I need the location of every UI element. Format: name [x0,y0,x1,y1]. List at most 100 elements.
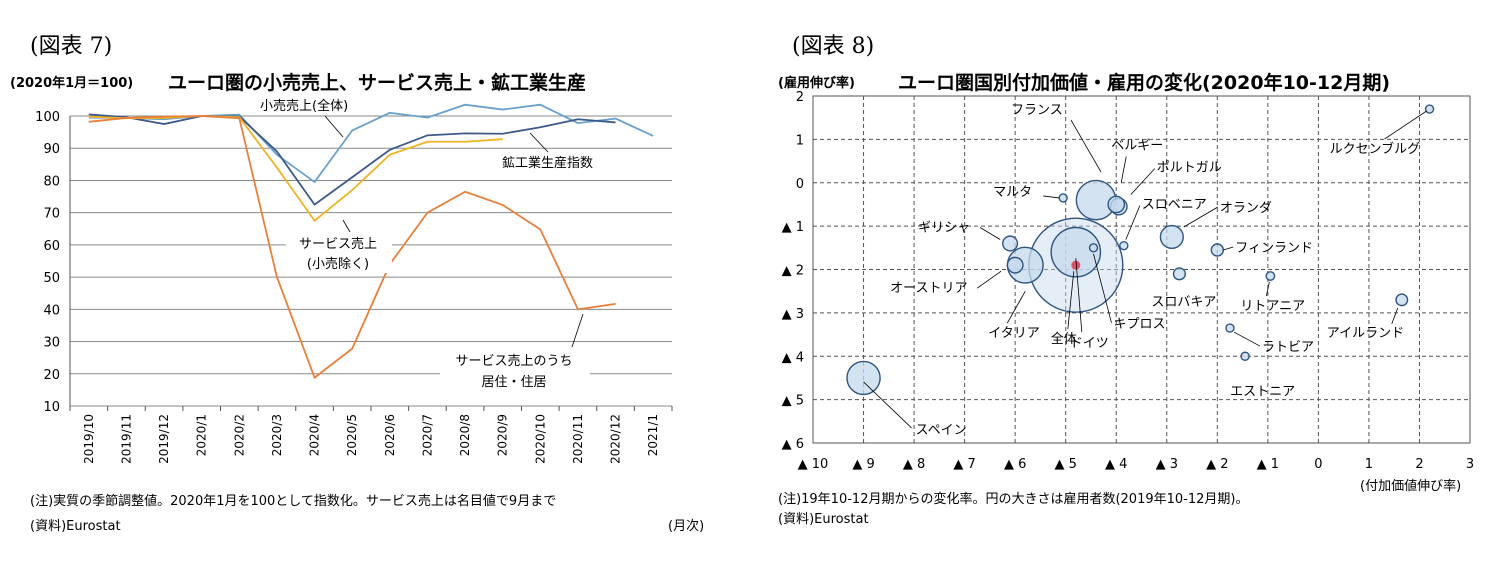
annotation-label: 居住・住居 [481,375,546,390]
x-axis-unit: (月次) [668,519,705,534]
x-tick-label: ▲ 3 [1156,457,1178,472]
point-label: イタリア [988,326,1039,341]
x-tick-label: 0 [1314,457,1322,472]
series-line [88,113,616,206]
leader-line [1265,281,1270,297]
y-tick-label: 0 [796,177,804,192]
unit-note: (2020年1月＝100) [10,76,134,91]
point-label: キプロス [1113,317,1165,332]
series-line [88,115,503,223]
point-label: マルタ [993,185,1032,200]
chart-source: (資料)Eurostat [778,512,869,527]
plot-frame [812,95,1471,444]
y-tick-label: ▲ 1 [782,220,804,235]
bubble [1225,323,1235,333]
bubble [1002,235,1019,252]
point-label: スロベニア [1142,198,1207,213]
leader-line [1120,156,1127,183]
x-axis-unit: (付加価値伸び率) [1360,479,1462,494]
annotation-arrow [324,115,344,138]
leader-line [1075,258,1083,333]
leader-line [1006,290,1026,324]
x-tick-label: 3 [1466,457,1474,472]
x-tick-label: 2 [1415,457,1423,472]
leader-line [1130,168,1156,195]
leader-line [1067,271,1075,330]
point-label: スペイン [916,423,967,438]
annotation-arrow [342,219,351,233]
y-tick-label: 10 [43,400,60,415]
x-tick-label: ▲ 2 [1206,457,1228,472]
annotation-arrow [529,132,549,153]
figure-label: (図表 8) [792,34,875,59]
x-tick-label: 2020/4 [308,414,322,456]
y-tick-label: 50 [43,271,60,286]
leader-line [1093,253,1112,323]
point-label: リトアニア [1240,299,1305,314]
point-label: 全体 [1051,331,1077,347]
y-tick-label: 90 [43,142,60,157]
point-label: ドイツ [1070,336,1109,351]
x-tick-label: 1 [1365,457,1373,472]
bubble [846,360,881,396]
x-tick-label: 2019/12 [157,414,171,464]
x-tick-label: 2020/7 [420,414,434,456]
figure-7: (図表 7) (2020年1月＝100) ユーロ圏の小売売上、サービス売上・鉱工… [0,0,740,562]
x-tick-label: 2020/2 [232,414,246,456]
chart-note: (注)実質の季節調整値。2020年1月を100として指数化。サービス売上は名目値… [30,494,557,509]
x-tick-label: ▲ 1 [1257,457,1279,472]
y-tick-label: 40 [43,303,60,318]
x-tick-label: 2019/11 [119,414,133,464]
point-label: ルクセンブルグ [1330,141,1421,157]
leader-line [1233,331,1261,347]
x-tick-label: ▲ 6 [1004,457,1026,472]
point-label: ベルギー [1111,138,1163,153]
bubble [1058,193,1068,203]
x-tick-label: 2020/8 [458,414,472,456]
y-tick-label: 60 [43,239,60,254]
annotation-label: 小売売上(全体) [260,98,348,114]
chart-source: (資料)Eurostat [30,519,121,534]
bubble [1172,267,1186,281]
leader-line [1223,246,1234,251]
figure-8: (図表 8) (雇用伸び率) ユーロ圏国別付加価値・雇用の変化(2020年10-… [770,0,1508,562]
x-tick-label: ▲ 5 [1054,457,1076,472]
x-tick-label: 2020/12 [609,414,623,464]
annotation-arrow [571,313,584,348]
total-marker [1071,260,1081,270]
x-tick-label: 2020/1 [195,414,209,456]
bubble [1265,271,1276,281]
x-tick-label: ▲ 9 [852,457,874,472]
leader-line [976,270,1002,289]
bubble [1107,195,1126,214]
leader-line [1183,206,1219,228]
bubble [1240,351,1250,361]
point-label: ラトビア [1262,340,1314,355]
y-tick-label: ▲ 6 [782,437,804,452]
x-tick-label: ▲ 7 [953,457,975,472]
x-tick-label: ▲ 8 [903,457,925,472]
y-tick-label: ▲ 3 [782,307,804,322]
label-mask [440,348,590,392]
series-line [88,115,616,380]
y-tick-label: 100 [35,110,60,125]
leader-line [979,227,1001,240]
line-chart: 10 20 30 40 50 60 70 80 90 100 2019/10 2019/11 2019/… [35,98,673,464]
leader-line [1070,119,1102,173]
point-label: アイルランド [1327,326,1404,341]
x-tick-label: 2020/11 [571,414,585,464]
point-label: フランス [1011,103,1063,118]
y-tick-label: ▲ 4 [782,350,804,365]
annotation-label: (小売除く) [307,256,369,272]
annotation-label: 鉱工業生産指数 [502,155,593,171]
point-label: オーストリア [890,281,967,296]
x-tick-label: 2020/9 [496,414,510,456]
bubble [1424,104,1435,114]
point-label: オランダ [1220,201,1272,216]
point-label: フィンランド [1235,241,1313,256]
label-mask [286,231,392,273]
y-axis-unit: (雇用伸び率) [778,76,855,91]
x-tick-label: 2020/10 [533,414,547,464]
y-tick-label: 70 [43,207,60,222]
x-tick-label: 2020/6 [383,414,397,456]
